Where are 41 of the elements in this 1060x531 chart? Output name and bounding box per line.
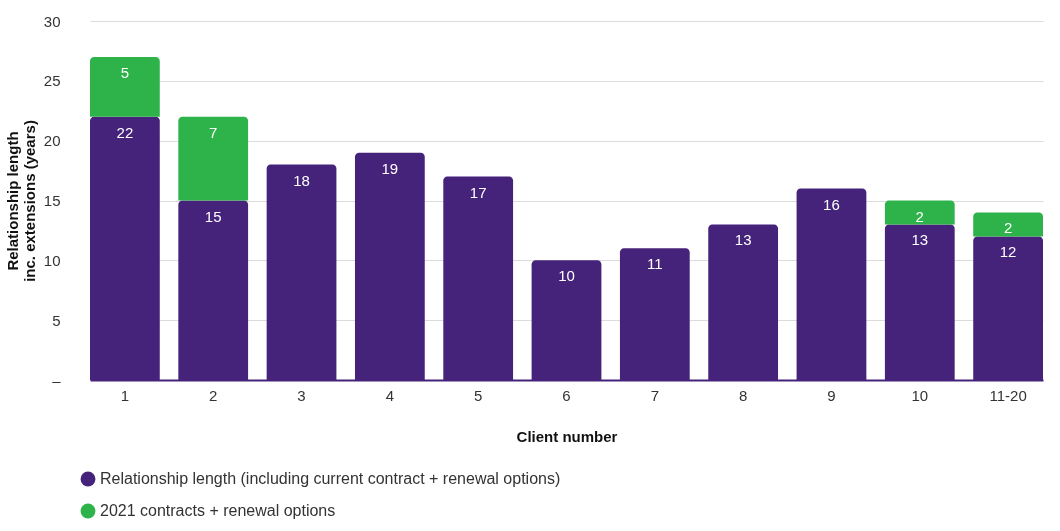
y-tick-label: 5 bbox=[52, 311, 61, 329]
legend-label: 2021 contracts + renewal options bbox=[100, 502, 336, 519]
x-tick-label: 1 bbox=[120, 386, 130, 404]
x-tick-label: 7 bbox=[650, 386, 659, 404]
y-tick-label: 25 bbox=[43, 72, 61, 90]
x-tick-label: 11-20 bbox=[989, 386, 1027, 404]
x-tick-label: 2 bbox=[209, 386, 218, 404]
x-tick-label: 4 bbox=[385, 386, 395, 404]
bar bbox=[973, 212, 1043, 237]
y-axis-title: Relationship length inc. extensions (years) bbox=[3, 120, 38, 282]
data-label: 11 bbox=[647, 255, 663, 273]
data-label: 19 bbox=[381, 159, 399, 177]
y-tick-label: 20 bbox=[43, 132, 61, 150]
bar bbox=[178, 116, 249, 201]
x-tick-label: 10 bbox=[911, 386, 929, 404]
data-label: 7 bbox=[209, 123, 218, 141]
data-label: 2 bbox=[1003, 219, 1013, 237]
y-tick-label: 15 bbox=[43, 192, 61, 209]
data-label: 16 bbox=[823, 195, 840, 213]
y-tick-label: 10 bbox=[43, 251, 61, 269]
data-label: 5 bbox=[120, 63, 130, 81]
data-label: 12 bbox=[999, 243, 1017, 261]
x-tick-label: 5 bbox=[474, 386, 483, 404]
data-label: 18 bbox=[293, 171, 310, 189]
data-label: 22 bbox=[116, 123, 134, 141]
x-tick-label: 3 bbox=[297, 386, 306, 404]
legend-label: Relationship length (including current contract + renewal options) bbox=[100, 470, 561, 487]
data-label: 17 bbox=[469, 183, 487, 201]
bar bbox=[90, 56, 160, 117]
data-label: 15 bbox=[204, 207, 222, 225]
x-tick-label: 6 bbox=[562, 386, 571, 404]
bar bbox=[884, 200, 955, 225]
x-axis-title: Client number bbox=[516, 427, 618, 445]
data-label: 13 bbox=[911, 231, 929, 249]
x-tick-label: 8 bbox=[738, 386, 748, 404]
data-label: 2 bbox=[915, 207, 924, 225]
y-tick-label: 30 bbox=[43, 12, 61, 30]
data-label: 10 bbox=[558, 267, 575, 285]
x-tick-label: 9 bbox=[827, 386, 836, 404]
y-tick-label: – bbox=[52, 371, 62, 389]
data-label: 13 bbox=[734, 231, 752, 249]
